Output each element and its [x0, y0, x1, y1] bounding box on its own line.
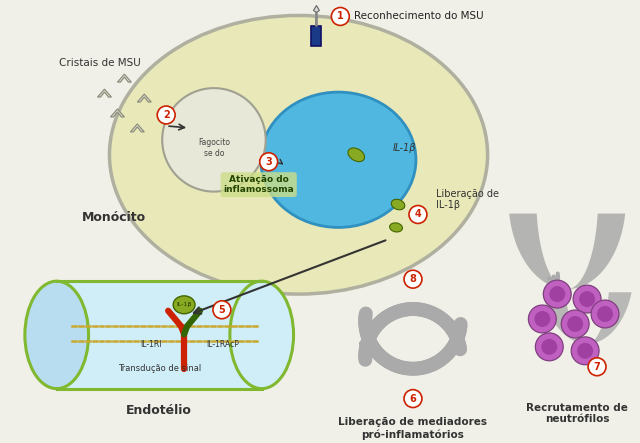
Text: 7: 7 — [594, 362, 600, 372]
FancyBboxPatch shape — [57, 281, 262, 389]
Text: 5: 5 — [218, 305, 225, 315]
Circle shape — [534, 311, 550, 327]
Circle shape — [404, 270, 422, 288]
Circle shape — [260, 153, 278, 171]
Polygon shape — [97, 89, 111, 97]
Polygon shape — [509, 214, 625, 289]
Text: 3: 3 — [266, 157, 272, 167]
Circle shape — [571, 337, 599, 365]
Text: 6: 6 — [410, 393, 417, 404]
Circle shape — [567, 316, 583, 332]
Text: 4: 4 — [415, 210, 421, 219]
Circle shape — [549, 286, 565, 302]
Circle shape — [213, 301, 231, 319]
Polygon shape — [314, 5, 319, 12]
Text: IL-1β: IL-1β — [393, 143, 417, 153]
Circle shape — [588, 358, 606, 376]
Circle shape — [162, 88, 266, 192]
Polygon shape — [131, 124, 144, 132]
Text: 1: 1 — [337, 12, 344, 21]
Text: Liberação de mediadores
pró-inflamatórios: Liberação de mediadores pró-inflamatório… — [339, 417, 488, 439]
Circle shape — [543, 280, 571, 308]
Ellipse shape — [348, 148, 365, 162]
Circle shape — [597, 306, 613, 322]
Text: Liberação de
IL-1β: Liberação de IL-1β — [436, 189, 499, 210]
Circle shape — [577, 343, 593, 359]
Text: IL-1RAcP: IL-1RAcP — [206, 340, 239, 349]
Text: Fagocito
se do: Fagocito se do — [198, 138, 230, 158]
Text: 8: 8 — [410, 274, 417, 284]
Text: 2: 2 — [163, 110, 170, 120]
Circle shape — [404, 390, 422, 408]
Ellipse shape — [230, 281, 294, 389]
Polygon shape — [543, 292, 632, 344]
Circle shape — [157, 106, 175, 124]
Circle shape — [409, 206, 427, 223]
Circle shape — [332, 8, 349, 25]
Polygon shape — [111, 109, 124, 117]
Text: Recrutamento de
neutrófilos: Recrutamento de neutrófilos — [526, 403, 628, 424]
Text: Reconhecimento do MSU: Reconhecimento do MSU — [355, 12, 484, 21]
Text: IL-1β: IL-1β — [177, 302, 192, 307]
Text: Cristais de MSU: Cristais de MSU — [59, 58, 140, 68]
Circle shape — [591, 300, 619, 328]
Text: IL-1RI: IL-1RI — [141, 340, 162, 349]
FancyBboxPatch shape — [312, 27, 321, 47]
Circle shape — [561, 310, 589, 338]
Ellipse shape — [25, 281, 88, 389]
Ellipse shape — [390, 223, 403, 232]
Circle shape — [536, 333, 563, 361]
Ellipse shape — [391, 199, 405, 210]
Polygon shape — [117, 74, 131, 82]
Text: Endotélio: Endotélio — [126, 404, 192, 417]
Ellipse shape — [260, 92, 416, 227]
Circle shape — [579, 291, 595, 307]
Text: Ativação do
inflamossoma: Ativação do inflamossoma — [223, 175, 294, 194]
Text: Transdução de sinal: Transdução de sinal — [118, 364, 201, 373]
Circle shape — [573, 285, 601, 313]
Circle shape — [529, 305, 556, 333]
Circle shape — [541, 339, 557, 355]
Ellipse shape — [109, 16, 488, 294]
Polygon shape — [138, 94, 151, 102]
Text: Monócito: Monócito — [83, 211, 147, 224]
Ellipse shape — [173, 296, 195, 314]
